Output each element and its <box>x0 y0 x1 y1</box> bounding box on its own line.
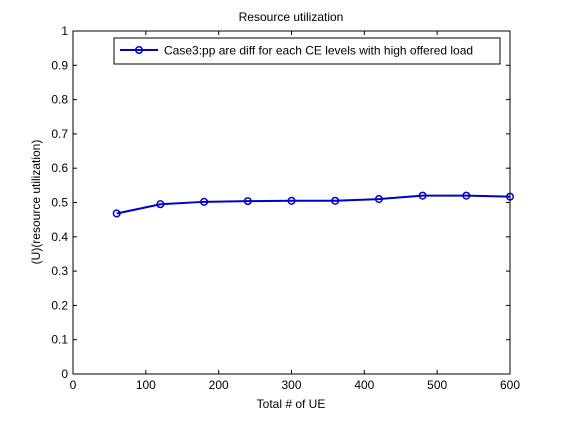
series-line <box>116 194 511 215</box>
x-tick-label: 0 <box>70 378 77 392</box>
y-tick-label: 0 <box>61 367 68 381</box>
data-point <box>112 209 121 218</box>
y-tick-label: 0.5 <box>51 196 68 210</box>
data-point <box>374 195 383 204</box>
y-tick-label: 0.8 <box>51 93 68 107</box>
x-tick-label: 600 <box>500 378 520 392</box>
legend-box <box>113 37 501 65</box>
x-axis-label: Total # of UE <box>257 397 326 411</box>
y-tick-label: 0.2 <box>51 298 68 312</box>
x-tick-label: 500 <box>427 378 447 392</box>
y-axis-label: (U)(resource utilization) <box>29 140 43 265</box>
chart-title: Resource utilization <box>239 10 344 24</box>
data-point <box>243 197 252 206</box>
legend-label: Case3:pp are diff for each CE levels wit… <box>164 44 473 58</box>
y-tick-label: 0.3 <box>51 264 68 278</box>
data-point <box>331 196 340 205</box>
data-point <box>156 200 165 209</box>
y-tick-label: 0.9 <box>51 58 68 72</box>
plot-area <box>72 30 511 375</box>
data-point <box>462 191 471 200</box>
y-tick-label: 0.6 <box>51 161 68 175</box>
y-tick-label: 1 <box>61 24 68 38</box>
y-tick-label: 0.1 <box>51 333 68 347</box>
x-tick-label: 100 <box>136 378 156 392</box>
x-tick-label: 400 <box>354 378 374 392</box>
series-layer <box>112 191 515 218</box>
x-tick-label: 200 <box>209 378 229 392</box>
data-point <box>287 196 296 205</box>
y-axis: 0 0.1 0.2 0.3 0.4 0.5 0.6 0.7 0.8 0.9 1 <box>51 24 510 381</box>
y-tick-label: 0.7 <box>51 127 68 141</box>
x-axis: 0 100 200 300 400 500 600 <box>70 31 520 392</box>
legend: Case3:pp are diff for each CE levels wit… <box>113 37 501 65</box>
x-tick-label: 300 <box>281 378 301 392</box>
data-point <box>418 191 427 200</box>
data-point <box>505 192 515 201</box>
data-point <box>200 197 209 206</box>
legend-marker <box>134 45 144 55</box>
y-tick-label: 0.4 <box>51 230 68 244</box>
